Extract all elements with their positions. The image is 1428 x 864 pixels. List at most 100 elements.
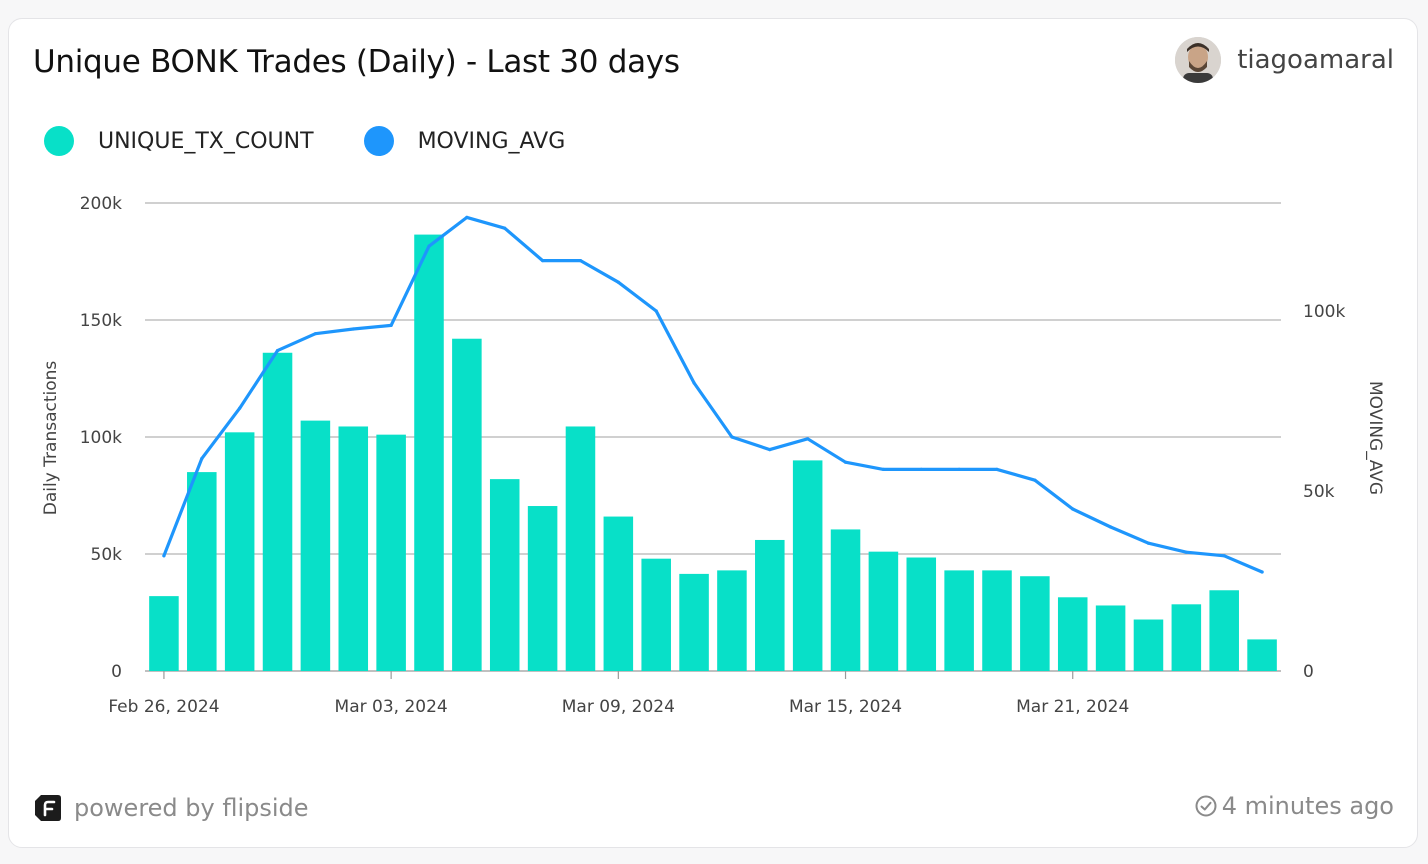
powered-by-link[interactable]: powered by flipside (32, 792, 309, 824)
bar[interactable] (224, 432, 255, 671)
check-circle-icon (1195, 795, 1217, 817)
bar[interactable] (868, 551, 899, 671)
y-tick-label: 200k (80, 194, 122, 214)
line-point[interactable] (275, 349, 280, 353)
x-axis-ticks: Feb 26, 2024 Mar 03, 2024 Mar 09, 2024 Mar … (108, 671, 1129, 717)
bar[interactable] (1171, 604, 1202, 671)
y-tick-label: 150k (80, 311, 122, 331)
author-name[interactable]: tiagoamaral (1237, 45, 1394, 75)
gridlines (145, 202, 1281, 672)
powered-by-text: powered by flipside (74, 794, 309, 822)
legend-swatch (363, 126, 394, 156)
line-point[interactable] (1260, 570, 1264, 574)
bar[interactable] (944, 570, 974, 671)
y-tick-label: 0 (111, 662, 122, 682)
bar[interactable] (489, 479, 520, 671)
line-point[interactable] (238, 406, 242, 410)
legend-item-moving-avg[interactable]: MOVING_AVG (363, 126, 566, 156)
avatar[interactable] (1175, 37, 1222, 83)
bar[interactable] (414, 234, 444, 671)
bar[interactable] (1247, 639, 1277, 671)
line-point[interactable] (654, 309, 658, 313)
bar[interactable] (1020, 576, 1050, 671)
bar[interactable] (603, 516, 634, 671)
bar[interactable] (982, 570, 1012, 671)
bar[interactable] (792, 460, 823, 671)
line-point[interactable] (730, 435, 734, 439)
bar[interactable] (830, 529, 861, 671)
x-tick-label: Mar 21, 2024 (1016, 697, 1129, 717)
y2-tick-label: 50k (1303, 482, 1335, 502)
bar[interactable] (906, 557, 937, 671)
line-point[interactable] (389, 323, 393, 327)
bar[interactable] (149, 596, 179, 671)
line-point[interactable] (578, 259, 583, 263)
bar[interactable] (187, 472, 217, 671)
line-point[interactable] (503, 226, 507, 230)
bar[interactable] (452, 338, 482, 671)
line-point[interactable] (465, 215, 469, 219)
x-tick-label: Mar 09, 2024 (562, 697, 675, 717)
x-tick-label: Mar 15, 2024 (789, 697, 902, 717)
bar[interactable] (338, 426, 369, 671)
legend-swatch (44, 126, 74, 156)
line-point[interactable] (692, 381, 696, 385)
line-point[interactable] (162, 554, 166, 558)
moving-avg-line[interactable] (162, 215, 1264, 574)
line-point[interactable] (957, 467, 961, 471)
line-point[interactable] (919, 467, 923, 471)
line-point[interactable] (1222, 554, 1226, 558)
x-tick-label: Feb 26, 2024 (108, 697, 219, 717)
bar[interactable] (1095, 605, 1126, 671)
bar[interactable] (262, 352, 293, 671)
bar[interactable] (300, 420, 331, 671)
line-point[interactable] (1033, 478, 1037, 482)
line-point[interactable] (881, 467, 886, 471)
bar[interactable] (1133, 619, 1164, 671)
y2-tick-label: 0 (1303, 662, 1314, 682)
bar[interactable] (641, 558, 671, 671)
legend-item-unique-tx-count[interactable]: UNIQUE_TX_COUNT (44, 126, 314, 156)
y2-axis-ticks: 0 50k 100k (1303, 302, 1345, 682)
bar[interactable] (755, 539, 785, 671)
y-axis-ticks: 0 50k 100k 150k 200k (80, 194, 122, 682)
line-point[interactable] (1184, 550, 1188, 554)
last-updated: 4 minutes ago (1194, 792, 1394, 820)
line-point[interactable] (313, 332, 317, 336)
line-point[interactable] (806, 437, 810, 441)
line-point[interactable] (200, 457, 204, 461)
y-axis-label: Daily Transactions (41, 361, 61, 516)
bar[interactable] (527, 506, 558, 671)
flipside-logo-icon (35, 795, 61, 821)
avatar-image (1175, 37, 1222, 83)
line-series (162, 215, 1264, 574)
last-updated-text: 4 minutes ago (1221, 792, 1394, 820)
y-tick-label: 100k (80, 428, 122, 448)
chart-legend: UNIQUE_TX_COUNT MOVING_AVG (44, 126, 615, 156)
bar[interactable] (376, 434, 406, 671)
bar[interactable] (717, 570, 747, 671)
line-point[interactable] (995, 467, 999, 471)
line-point[interactable] (351, 327, 355, 331)
bar[interactable] (565, 426, 596, 671)
line-point[interactable] (427, 244, 431, 248)
line-point[interactable] (1071, 507, 1075, 511)
bar[interactable] (679, 573, 709, 671)
line-point[interactable] (616, 280, 620, 284)
legend-label: UNIQUE_TX_COUNT (98, 128, 314, 154)
author[interactable]: tiagoamaral (1175, 37, 1394, 83)
line-point[interactable] (1146, 541, 1151, 545)
bar-series (149, 234, 1277, 671)
line-point[interactable] (541, 259, 545, 263)
page-title: Unique BONK Trades (Daily) - Last 30 day… (33, 44, 680, 80)
bar[interactable] (1057, 597, 1088, 671)
line-point[interactable] (1109, 525, 1113, 529)
y2-tick-label: 100k (1303, 302, 1345, 322)
line-point[interactable] (843, 460, 848, 464)
legend-label: MOVING_AVG (417, 128, 566, 154)
y2-axis-label: MOVING_AVG (1365, 381, 1385, 495)
bar[interactable] (1209, 590, 1239, 671)
y-tick-label: 50k (91, 545, 123, 565)
line-point[interactable] (768, 448, 772, 452)
